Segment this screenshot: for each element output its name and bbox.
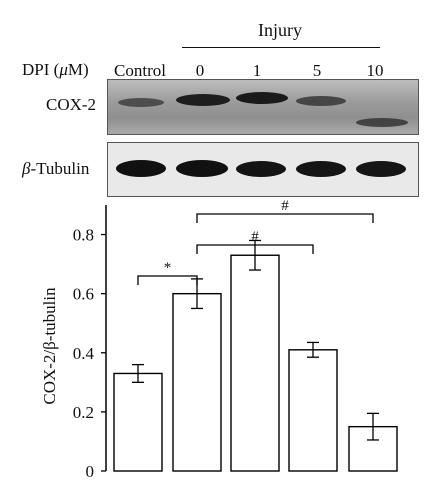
- bar-1: [230, 254, 280, 472]
- bar-5: [288, 349, 338, 472]
- lane-label-control: Control: [114, 61, 166, 80]
- lane-label-5: 5: [312, 61, 322, 80]
- y-axis-title: COX-2/β-tubulin: [40, 287, 59, 405]
- cox2-blot-image: [107, 79, 419, 135]
- cox2-band: [176, 94, 230, 106]
- y-tick-label: 0: [86, 462, 95, 481]
- tubulin-band: [236, 161, 286, 177]
- y-tick-label: 0.6: [73, 285, 94, 304]
- lane-label-1: 1: [252, 61, 262, 80]
- tubulin-row-label: β-Tubulin: [22, 159, 90, 178]
- significance-marker: #: [251, 229, 259, 245]
- bar-0: [172, 292, 222, 472]
- lane-label-0: 0: [195, 61, 205, 80]
- y-tick-label: 0.8: [73, 226, 94, 245]
- tubulin-band: [116, 160, 166, 177]
- significance-marker: *: [164, 260, 172, 276]
- tubulin-band: [296, 161, 346, 177]
- cox2-band: [296, 96, 346, 106]
- tubulin-blot-image: [107, 142, 419, 197]
- lane-label-10: 10: [366, 61, 384, 80]
- cox2-band: [236, 92, 288, 104]
- tubulin-band: [356, 161, 406, 177]
- significance-marker: #: [281, 198, 289, 214]
- significance-bracket: [137, 275, 198, 285]
- cox2-band: [118, 98, 164, 107]
- cox2-band: [356, 118, 408, 127]
- injury-bracket-line: [182, 47, 380, 48]
- y-tick-label: 0.2: [73, 403, 94, 422]
- significance-bracket: [196, 213, 374, 223]
- dpi-label: DPI (μM): [22, 60, 89, 79]
- bar-Control: [113, 372, 163, 472]
- significance-bracket: [196, 244, 314, 254]
- tubulin-band: [176, 160, 228, 177]
- y-tick-label: 0.4: [73, 344, 95, 363]
- injury-label: Injury: [258, 20, 302, 40]
- cox2-row-label: COX-2: [46, 95, 97, 114]
